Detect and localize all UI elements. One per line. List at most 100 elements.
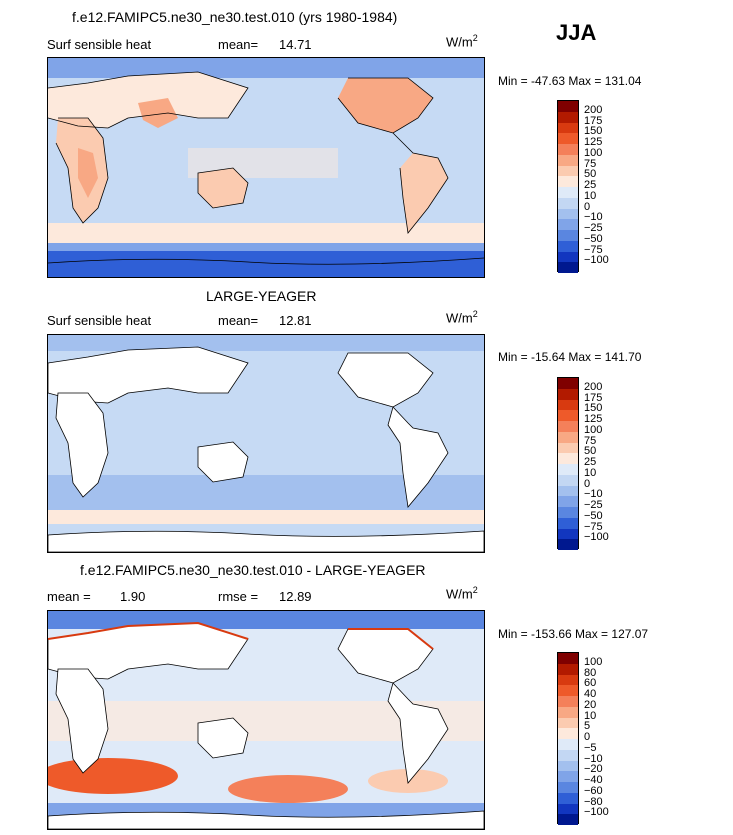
colorbar-tick-label: 5 bbox=[584, 720, 591, 733]
colorbar-tick-label: −100 bbox=[584, 806, 609, 819]
colorbar-swatch bbox=[558, 154, 578, 166]
panel-3-rmse-value: 12.89 bbox=[279, 589, 312, 604]
colorbar-tick-label: 175 bbox=[584, 114, 603, 127]
colorbar-swatch bbox=[558, 782, 578, 793]
colorbar-swatch bbox=[558, 653, 578, 664]
panel-3-units: W/m2 bbox=[446, 585, 478, 602]
colorbar-swatch bbox=[558, 431, 578, 443]
panel-2-mean-label: mean= bbox=[218, 313, 259, 328]
panel-1-variable-label: Surf sensible heat bbox=[47, 37, 152, 52]
colorbar-swatch bbox=[558, 144, 578, 155]
colorbar-swatch bbox=[558, 663, 578, 675]
colorbar-tick-label: 100 bbox=[584, 655, 603, 668]
colorbar-tick-label: 125 bbox=[584, 136, 603, 148]
colorbar-swatch bbox=[558, 706, 578, 718]
colorbar-tick-label: 200 bbox=[584, 380, 603, 393]
colorbar-tick-label: −10 bbox=[584, 211, 603, 224]
colorbar-swatch bbox=[558, 165, 578, 177]
colorbar-swatch bbox=[558, 792, 578, 804]
colorbar-swatch bbox=[558, 197, 578, 209]
panel-1-units: W/m2 bbox=[446, 33, 478, 50]
colorbar-swatch bbox=[558, 760, 578, 772]
colorbar-tick-label: −5 bbox=[584, 741, 597, 754]
panel-1-mean-label: mean= bbox=[218, 37, 259, 52]
panel-3-colorbar-labels: 100 80 60 40 20 10 5 0 −5 −10 −20 −40 −60 −80 −100 bbox=[584, 652, 644, 824]
colorbar-tick-label: 175 bbox=[584, 391, 603, 404]
colorbar-swatch bbox=[558, 208, 578, 220]
colorbar-tick-label: −20 bbox=[584, 763, 603, 776]
panel-3-minmax: Min = -153.66 Max = 127.07 bbox=[498, 627, 649, 641]
colorbar-tick-label: 0 bbox=[584, 731, 591, 743]
colorbar-tick-label: 10 bbox=[584, 709, 597, 722]
colorbar-tick-label: −25 bbox=[584, 222, 603, 234]
colorbar-swatch bbox=[558, 674, 578, 686]
colorbar-tick-label: 100 bbox=[584, 423, 603, 436]
colorbar-tick-label: 50 bbox=[584, 168, 597, 181]
colorbar-swatch bbox=[558, 251, 578, 263]
colorbar-tick-label: 20 bbox=[584, 698, 597, 711]
panel-3-map bbox=[47, 610, 485, 830]
colorbar-tick-label: −60 bbox=[584, 784, 603, 797]
colorbar-swatch bbox=[558, 187, 578, 198]
colorbar-swatch bbox=[558, 442, 578, 454]
colorbar-swatch bbox=[558, 453, 578, 464]
panel-3-mean-value: 1.90 bbox=[120, 589, 146, 604]
colorbar-tick-label: 75 bbox=[584, 157, 597, 170]
colorbar-swatch bbox=[558, 728, 578, 739]
colorbar-swatch bbox=[558, 133, 578, 144]
colorbar-swatch bbox=[558, 399, 578, 411]
panel-2-map bbox=[47, 334, 485, 553]
colorbar-tick-label: −75 bbox=[584, 520, 603, 533]
colorbar-tick-label: 40 bbox=[584, 688, 597, 700]
colorbar-swatch bbox=[558, 122, 578, 134]
colorbar-swatch bbox=[558, 814, 578, 825]
colorbar-tick-label: −25 bbox=[584, 499, 603, 511]
colorbar-swatch bbox=[558, 507, 578, 518]
panel-1-title: f.e12.FAMIPC5.ne30_ne30.test.010 (yrs 19… bbox=[72, 9, 398, 25]
colorbar-tick-label: −50 bbox=[584, 509, 603, 522]
colorbar-swatch bbox=[558, 685, 578, 696]
colorbar-swatch bbox=[558, 803, 578, 815]
colorbar-swatch bbox=[558, 378, 578, 389]
colorbar-swatch bbox=[558, 464, 578, 475]
colorbar-tick-label: 10 bbox=[584, 189, 597, 202]
colorbar-swatch bbox=[558, 421, 578, 432]
colorbar-tick-label: −75 bbox=[584, 243, 603, 256]
colorbar-tick-label: −10 bbox=[584, 488, 603, 501]
colorbar-tick-label: 150 bbox=[584, 402, 603, 415]
colorbar-tick-label: −100 bbox=[584, 531, 609, 544]
colorbar-swatch bbox=[558, 388, 578, 400]
colorbar-swatch bbox=[558, 517, 578, 529]
colorbar-swatch bbox=[558, 717, 578, 729]
colorbar-tick-label: −100 bbox=[584, 254, 609, 267]
colorbar-tick-label: −40 bbox=[584, 774, 603, 786]
panel-1-minmax: Min = -47.63 Max = 131.04 bbox=[498, 74, 642, 88]
colorbar-tick-label: 10 bbox=[584, 466, 597, 479]
colorbar-swatch bbox=[558, 739, 578, 750]
panel-2-variable-label: Surf sensible heat bbox=[47, 313, 152, 328]
colorbar-tick-label: 25 bbox=[584, 179, 597, 191]
colorbar-swatch bbox=[558, 749, 578, 761]
colorbar-swatch bbox=[558, 111, 578, 123]
colorbar-swatch bbox=[558, 219, 578, 230]
panel-3-title: f.e12.FAMIPC5.ne30_ne30.test.010 - LARGE… bbox=[80, 562, 426, 578]
colorbar-swatch bbox=[558, 240, 578, 252]
panel-2-minmax: Min = -15.64 Max = 141.70 bbox=[498, 350, 642, 364]
panel-2-mean-value: 12.81 bbox=[279, 313, 312, 328]
colorbar-tick-label: −50 bbox=[584, 232, 603, 245]
colorbar-swatch bbox=[558, 474, 578, 486]
colorbar-tick-label: 60 bbox=[584, 677, 597, 690]
panel-3-rmse-label: rmse = bbox=[218, 589, 259, 604]
colorbar-swatch bbox=[558, 176, 578, 187]
colorbar-swatch bbox=[558, 771, 578, 782]
colorbar-swatch bbox=[558, 230, 578, 241]
colorbar-swatch bbox=[558, 539, 578, 550]
panel-3-mean-label: mean = bbox=[47, 589, 91, 604]
colorbar-tick-label: 50 bbox=[584, 445, 597, 458]
colorbar-swatch bbox=[558, 528, 578, 540]
colorbar-tick-label: 125 bbox=[584, 413, 603, 425]
colorbar-tick-label: 200 bbox=[584, 103, 603, 116]
panel-2-units: W/m2 bbox=[446, 309, 478, 326]
colorbar-tick-label: 150 bbox=[584, 125, 603, 138]
colorbar-swatch bbox=[558, 262, 578, 273]
